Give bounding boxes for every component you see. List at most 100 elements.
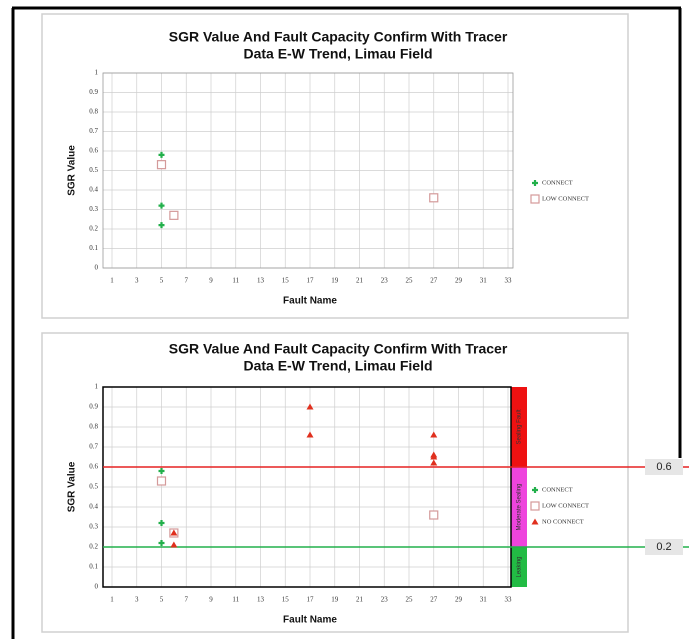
y-tick-label: 0.9	[89, 403, 98, 411]
legend-marker	[531, 518, 539, 525]
x-tick-label: 19	[331, 596, 339, 604]
chart-title: SGR Value And Fault Capacity Confirm Wit…	[169, 341, 508, 357]
y-tick-label: 0.7	[89, 443, 98, 451]
x-tick-label: 13	[257, 596, 265, 604]
x-tick-label: 7	[185, 596, 189, 604]
threshold-label: 0.6	[656, 461, 671, 473]
legend-marker	[532, 487, 538, 493]
y-tick-label: 0.8	[89, 423, 98, 431]
y-tick-label: 0.4	[89, 186, 98, 194]
y-tick-label: 0.5	[89, 166, 98, 174]
y-tick-label: 0.3	[89, 205, 98, 213]
y-tick-label: 0.8	[89, 108, 98, 116]
point	[156, 160, 167, 170]
threshold-label-box	[645, 539, 683, 555]
chart-title: SGR Value And Fault Capacity Confirm Wit…	[169, 29, 508, 45]
y-tick-label: 0.1	[89, 563, 98, 571]
y-tick-label: 0.5	[89, 483, 98, 491]
x-tick-label: 33	[505, 277, 513, 285]
point	[158, 202, 165, 209]
y-tick-label: 0.6	[89, 147, 98, 155]
x-tick-label: 9	[209, 277, 213, 285]
point	[158, 151, 165, 158]
x-tick-label: 19	[331, 277, 339, 285]
x-tick-label: 25	[406, 277, 414, 285]
x-tick-label: 17	[307, 277, 315, 285]
x-tick-label: 21	[356, 596, 364, 604]
point	[306, 403, 314, 410]
point	[170, 541, 178, 548]
y-tick-label: 0.2	[89, 225, 98, 233]
legend-label: LOW CONNECT	[542, 502, 589, 509]
x-tick-label: 15	[282, 277, 290, 285]
x-tick-label: 11	[232, 596, 239, 604]
legend-label: CONNECT	[542, 486, 573, 493]
x-tick-label: 29	[455, 277, 463, 285]
zone-label: Moderate Sealing	[517, 483, 523, 530]
x-tick-label: 25	[406, 596, 414, 604]
x-tick-label: 3	[135, 596, 139, 604]
point	[156, 476, 167, 486]
point	[430, 459, 438, 466]
zone-band	[511, 467, 527, 547]
y-tick-label: 0.1	[89, 244, 98, 252]
point	[429, 510, 439, 520]
y-tick-label: 1	[95, 383, 99, 391]
y-tick-label: 0.3	[89, 523, 98, 531]
x-tick-label: 17	[307, 596, 315, 604]
x-tick-label: 23	[381, 277, 389, 285]
x-tick-label: 27	[430, 596, 438, 604]
point	[170, 529, 178, 536]
x-tick-label: 33	[505, 596, 513, 604]
y-tick-label: 0.2	[89, 543, 98, 551]
chart-title: Data E-W Trend, Limau Field	[243, 358, 432, 374]
x-axis-label: Fault Name	[283, 296, 337, 307]
x-tick-label: 23	[381, 596, 389, 604]
x-tick-label: 31	[480, 277, 488, 285]
y-tick-label: 0.7	[89, 127, 98, 135]
legend-marker	[530, 194, 540, 204]
x-tick-label: 31	[480, 596, 488, 604]
zone-band	[511, 387, 527, 467]
point	[158, 468, 165, 474]
x-axis-label: Fault Name	[283, 615, 337, 626]
y-axis-label: SGR Value	[67, 145, 78, 196]
threshold-label-box	[645, 459, 683, 475]
y-tick-label: 0	[95, 583, 99, 591]
x-tick-label: 3	[135, 277, 139, 285]
x-tick-label: 29	[455, 596, 463, 604]
legend-label: LOW CONNECT	[542, 195, 589, 202]
legend-marker	[530, 501, 540, 511]
zone-band	[511, 547, 527, 587]
x-tick-label: 13	[257, 277, 265, 285]
point	[430, 453, 438, 460]
y-tick-label: 1	[95, 69, 99, 77]
x-tick-label: 5	[160, 277, 164, 285]
chart-title: Data E-W Trend, Limau Field	[243, 46, 432, 62]
point	[158, 520, 165, 526]
point	[169, 210, 179, 220]
point	[158, 540, 165, 546]
legend-label: NO CONNECT	[542, 518, 584, 525]
y-tick-label: 0.4	[89, 503, 98, 511]
plot-border	[102, 386, 512, 588]
x-tick-label: 21	[356, 277, 364, 285]
x-tick-label: 11	[232, 277, 239, 285]
y-tick-label: 0	[95, 264, 99, 272]
x-tick-label: 9	[209, 596, 213, 604]
x-tick-label: 1	[110, 596, 114, 604]
x-tick-label: 7	[185, 277, 189, 285]
point	[306, 431, 314, 438]
point	[158, 222, 165, 229]
threshold-label: 0.2	[656, 541, 671, 553]
y-axis-label: SGR Value	[67, 461, 78, 512]
y-tick-label: 0.6	[89, 463, 98, 471]
zone-label: Sealing Fault	[517, 409, 523, 444]
legend-marker	[532, 180, 538, 186]
x-tick-label: 1	[110, 277, 114, 285]
x-tick-label: 27	[430, 277, 438, 285]
point	[429, 193, 439, 203]
legend-label: CONNECT	[542, 179, 573, 186]
x-tick-label: 15	[282, 596, 290, 604]
